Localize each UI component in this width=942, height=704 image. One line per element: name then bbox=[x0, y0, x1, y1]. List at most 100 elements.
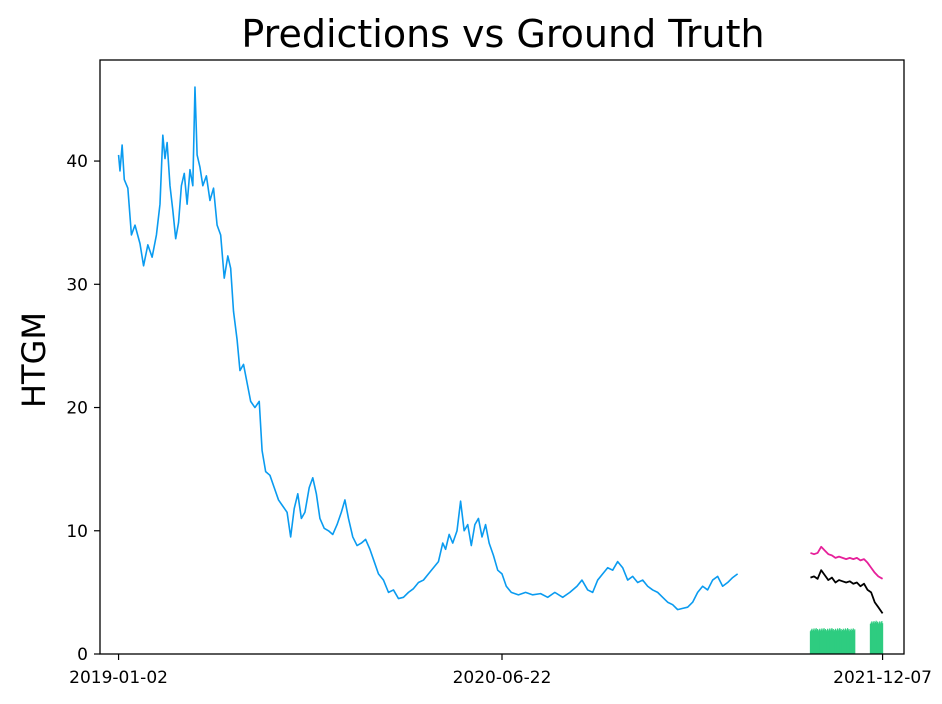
volume-bar bbox=[853, 630, 855, 654]
volume-bar bbox=[824, 629, 827, 654]
volume-bar bbox=[852, 628, 854, 654]
volume-bar bbox=[815, 628, 817, 654]
volume-bar bbox=[846, 628, 849, 654]
volume-bar bbox=[831, 628, 833, 654]
volume-bar bbox=[847, 630, 849, 654]
volume-bar bbox=[870, 622, 872, 654]
volume-bar bbox=[846, 629, 848, 654]
plot-frame bbox=[99, 59, 905, 655]
volume-bar bbox=[871, 623, 874, 654]
volume-bar bbox=[820, 629, 822, 654]
y-tick-label: 30 bbox=[66, 275, 88, 295]
volume-bar bbox=[848, 629, 850, 654]
volume-bar bbox=[826, 629, 828, 654]
volume-bar bbox=[873, 621, 875, 654]
volume-bar bbox=[823, 628, 825, 654]
series-line-1 bbox=[810, 569, 884, 614]
volume-bar bbox=[837, 630, 839, 654]
volume-bar bbox=[830, 629, 832, 654]
y-tick-label: 0 bbox=[77, 645, 88, 665]
volume-bar bbox=[817, 629, 819, 654]
volume-bar bbox=[844, 628, 847, 654]
volume-bar bbox=[869, 623, 872, 654]
volume-bar bbox=[880, 622, 882, 654]
volume-bar bbox=[877, 623, 879, 654]
volume-bar bbox=[838, 629, 840, 654]
series-line-0 bbox=[117, 86, 739, 611]
volume-bar bbox=[841, 631, 843, 654]
volume-bar bbox=[849, 631, 851, 654]
volume-bar bbox=[844, 629, 846, 654]
series-line-2 bbox=[810, 545, 884, 580]
volume-bar bbox=[809, 631, 812, 654]
volume-bar bbox=[876, 621, 879, 654]
plot-area bbox=[117, 86, 884, 654]
volume-bar-group bbox=[869, 620, 884, 654]
volume-bar bbox=[843, 630, 845, 654]
y-axis-label: HTGM bbox=[15, 312, 53, 408]
volume-bar bbox=[845, 630, 847, 654]
volume-bar-group bbox=[809, 628, 856, 654]
volume-bar bbox=[875, 620, 877, 654]
volume-bar bbox=[821, 628, 823, 654]
y-tick-label: 40 bbox=[66, 152, 88, 172]
volume-bar bbox=[849, 629, 852, 654]
volume-bar bbox=[834, 628, 837, 654]
volume-bar bbox=[874, 621, 877, 654]
volume-bar bbox=[881, 621, 883, 654]
chart-title: Predictions vs Ground Truth bbox=[241, 12, 764, 56]
volume-bar bbox=[814, 630, 816, 654]
volume-bar bbox=[851, 629, 854, 654]
volume-bar bbox=[842, 628, 844, 654]
volume-bar bbox=[827, 630, 829, 654]
volume-bar bbox=[874, 623, 876, 654]
volume-bar bbox=[834, 629, 836, 654]
volume-bar bbox=[850, 628, 852, 654]
y-tick-label: 20 bbox=[66, 399, 88, 419]
volume-bar bbox=[816, 630, 818, 654]
volume-bar bbox=[833, 631, 835, 654]
x-tick-label: 2020-06-22 bbox=[453, 668, 552, 688]
volume-bar bbox=[811, 628, 813, 654]
volume-bar bbox=[836, 629, 838, 654]
volume-bar bbox=[829, 628, 831, 654]
volume-bar bbox=[818, 629, 820, 654]
volume-bar bbox=[814, 629, 817, 654]
volume-bar bbox=[871, 621, 873, 654]
volume-bar bbox=[826, 628, 829, 654]
volume-bar bbox=[840, 629, 842, 654]
volume-bar bbox=[829, 630, 832, 654]
volume-bar bbox=[825, 631, 827, 654]
volume-bar bbox=[812, 630, 814, 654]
volume-bar bbox=[831, 630, 834, 654]
volume-bar bbox=[839, 628, 841, 654]
volume-bar bbox=[828, 629, 830, 654]
volume-bar bbox=[824, 630, 826, 654]
volume-bar bbox=[872, 622, 874, 654]
volume-bar bbox=[817, 631, 819, 654]
volume-bar bbox=[851, 630, 853, 654]
volume-bar bbox=[822, 629, 824, 654]
volume-bar bbox=[819, 630, 822, 654]
volume-bar bbox=[881, 623, 884, 654]
volume-bar bbox=[836, 628, 839, 654]
volume-bar bbox=[841, 629, 844, 654]
axes: 0 10 20 30 40 2019-01-02 2020-06-22 2021-12-07 bbox=[66, 152, 932, 688]
volume-bar bbox=[813, 628, 815, 654]
x-tick-label: 2021-12-07 bbox=[833, 668, 932, 688]
volume-bar bbox=[819, 628, 821, 654]
volume-bar bbox=[835, 630, 837, 654]
volume-bar bbox=[878, 622, 880, 654]
volume-bar bbox=[812, 629, 814, 654]
volume-bar bbox=[854, 629, 856, 654]
volume-bar bbox=[839, 630, 842, 654]
x-tick-label: 2019-01-02 bbox=[69, 668, 168, 688]
volume-bar bbox=[832, 629, 834, 654]
volume-bar bbox=[810, 629, 812, 654]
volume-bar bbox=[879, 621, 881, 654]
volume-bar bbox=[876, 622, 878, 654]
volume-bar bbox=[879, 623, 882, 654]
volume-bar bbox=[822, 630, 824, 654]
y-tick-label: 10 bbox=[66, 522, 88, 542]
